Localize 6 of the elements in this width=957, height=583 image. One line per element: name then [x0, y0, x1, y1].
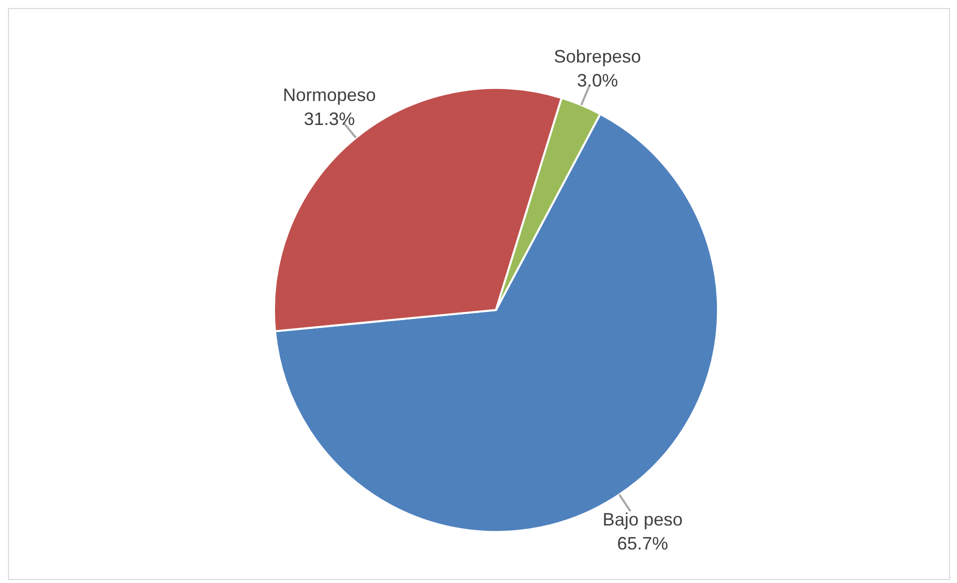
slice-label: Normopeso — [282, 85, 376, 106]
slice-label: Sobrepeso — [554, 46, 641, 66]
data-label: 3.0% — [576, 70, 618, 90]
slice-label: Bajo peso — [602, 510, 683, 530]
data-label: 31.3% — [304, 109, 355, 130]
data-label: 65.7% — [617, 534, 668, 554]
